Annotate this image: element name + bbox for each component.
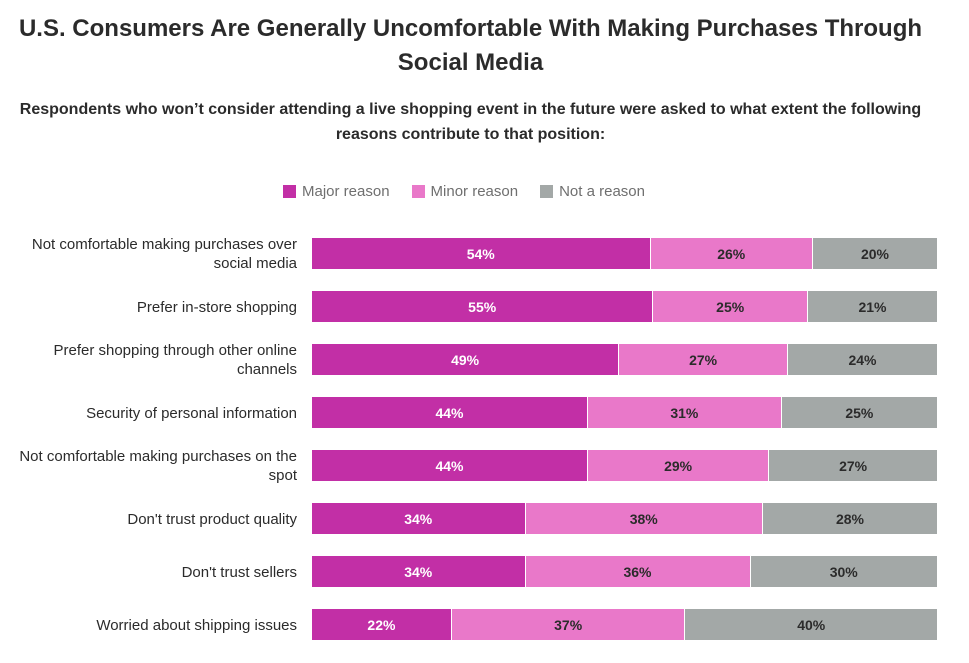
legend-label-none: Not a reason: [559, 183, 645, 200]
category-label: Prefer in-store shopping: [0, 287, 297, 327]
category-label-text: Security of personal information: [86, 404, 297, 422]
bar-segment-not-a-reason: 40%: [684, 609, 937, 640]
bar-segment-minor-reason: 27%: [618, 344, 787, 375]
bar-segment-not-a-reason: 30%: [749, 556, 937, 587]
bar-segment-major-reason: 44%: [312, 450, 587, 481]
category-label: Worried about shipping issues: [0, 605, 297, 645]
bar-segment-major-reason: 44%: [312, 397, 587, 428]
stacked-bar: 44% 29% 27%: [312, 450, 937, 481]
data-label: 29%: [664, 457, 693, 474]
legend-swatch-none: [540, 185, 554, 198]
data-label: 55%: [468, 298, 497, 315]
data-label: 38%: [629, 510, 658, 527]
bar-segment-minor-reason: 36%: [524, 556, 750, 587]
bar-segment-not-a-reason: 21%: [807, 291, 937, 322]
bar-segment-not-a-reason: 25%: [780, 397, 937, 428]
data-label: 22%: [367, 616, 396, 633]
data-label: 21%: [858, 298, 887, 315]
bar-segment-minor-reason: 31%: [587, 397, 781, 428]
data-label: 40%: [797, 616, 826, 633]
category-label: Not comfortable making purchases on the …: [0, 446, 297, 486]
data-label: 20%: [860, 245, 890, 262]
category-label: Not comfortable making purchases over so…: [0, 234, 297, 274]
bar-segment-major-reason: 34%: [312, 556, 525, 587]
category-label: Security of personal information: [0, 393, 297, 433]
bar-segment-major-reason: 54%: [312, 238, 650, 269]
category-label-text: Prefer shopping through other online cha…: [53, 342, 297, 378]
data-label: 36%: [623, 563, 652, 580]
bar-segment-minor-reason: 25%: [652, 291, 808, 322]
category-label-text: Not comfortable making purchases over so…: [31, 236, 297, 272]
stacked-bar: 54% 26% 20%: [312, 238, 937, 269]
stacked-bar: 55% 25% 21%: [312, 291, 937, 322]
legend-swatch-major: [283, 185, 296, 198]
legend: Major reason Minor reason Not a reason: [283, 183, 645, 200]
data-label: 25%: [716, 298, 745, 315]
data-label: 34%: [404, 510, 433, 527]
bar-segment-not-a-reason: 24%: [787, 344, 937, 375]
category-label-text: Don't trust sellers: [181, 563, 297, 581]
data-label: 24%: [848, 351, 877, 368]
category-label: Don't trust product quality: [0, 499, 297, 539]
legend-swatch-minor: [411, 185, 425, 198]
category-label-text: Not comfortable making purchases on the …: [19, 448, 297, 484]
chart-subtitle: Respondents who won’t consider attending…: [19, 101, 922, 143]
legend-item-none: Not a reason: [540, 183, 645, 200]
bar-segment-minor-reason: 38%: [524, 503, 762, 534]
legend-item-minor: Minor reason: [411, 183, 519, 200]
legend-label-minor: Minor reason: [430, 183, 519, 200]
data-label: 26%: [717, 245, 746, 262]
stacked-bar: 49% 27% 24%: [312, 344, 937, 375]
stacked-bar: 44% 31% 25%: [312, 397, 937, 428]
data-label: 25%: [845, 404, 874, 421]
bar-segment-minor-reason: 26%: [649, 238, 812, 269]
data-label: 27%: [689, 351, 718, 368]
data-label: 54%: [466, 245, 495, 262]
data-label: 49%: [451, 351, 480, 368]
stacked-bar: 22% 37% 40%: [312, 609, 937, 640]
data-label: 31%: [670, 404, 699, 421]
stacked-bar: 34% 38% 28%: [312, 503, 937, 534]
bar-segment-major-reason: 22%: [312, 609, 451, 640]
data-label: 28%: [835, 510, 865, 527]
stacked-bar: 34% 36% 30%: [312, 556, 937, 587]
category-label-text: Worried about shipping issues: [96, 616, 297, 634]
data-label: 37%: [554, 616, 583, 633]
category-label-text: Don't trust product quality: [127, 510, 297, 528]
data-label: 30%: [829, 563, 858, 580]
legend-item-major: Major reason: [283, 183, 390, 200]
bar-segment-not-a-reason: 27%: [768, 450, 937, 481]
bar-segment-minor-reason: 29%: [587, 450, 769, 481]
bar-segment-minor-reason: 37%: [450, 609, 685, 640]
data-label: 34%: [404, 563, 433, 580]
data-label: 44%: [435, 457, 464, 474]
category-label: Don't trust sellers: [0, 552, 297, 592]
chart-title: U.S. Consumers Are Generally Uncomfortab…: [18, 15, 923, 76]
bar-segment-major-reason: 55%: [312, 291, 653, 322]
bar-segment-not-a-reason: 20%: [812, 238, 937, 269]
legend-label-major: Major reason: [302, 183, 390, 200]
data-label: 44%: [435, 404, 464, 421]
bar-segment-major-reason: 49%: [312, 344, 619, 375]
category-label: Prefer shopping through other online cha…: [0, 340, 297, 380]
data-label: 27%: [839, 457, 868, 474]
bar-segment-major-reason: 34%: [312, 503, 525, 534]
bar-segment-not-a-reason: 28%: [762, 503, 937, 534]
category-label-text: Prefer in-store shopping: [136, 298, 297, 316]
